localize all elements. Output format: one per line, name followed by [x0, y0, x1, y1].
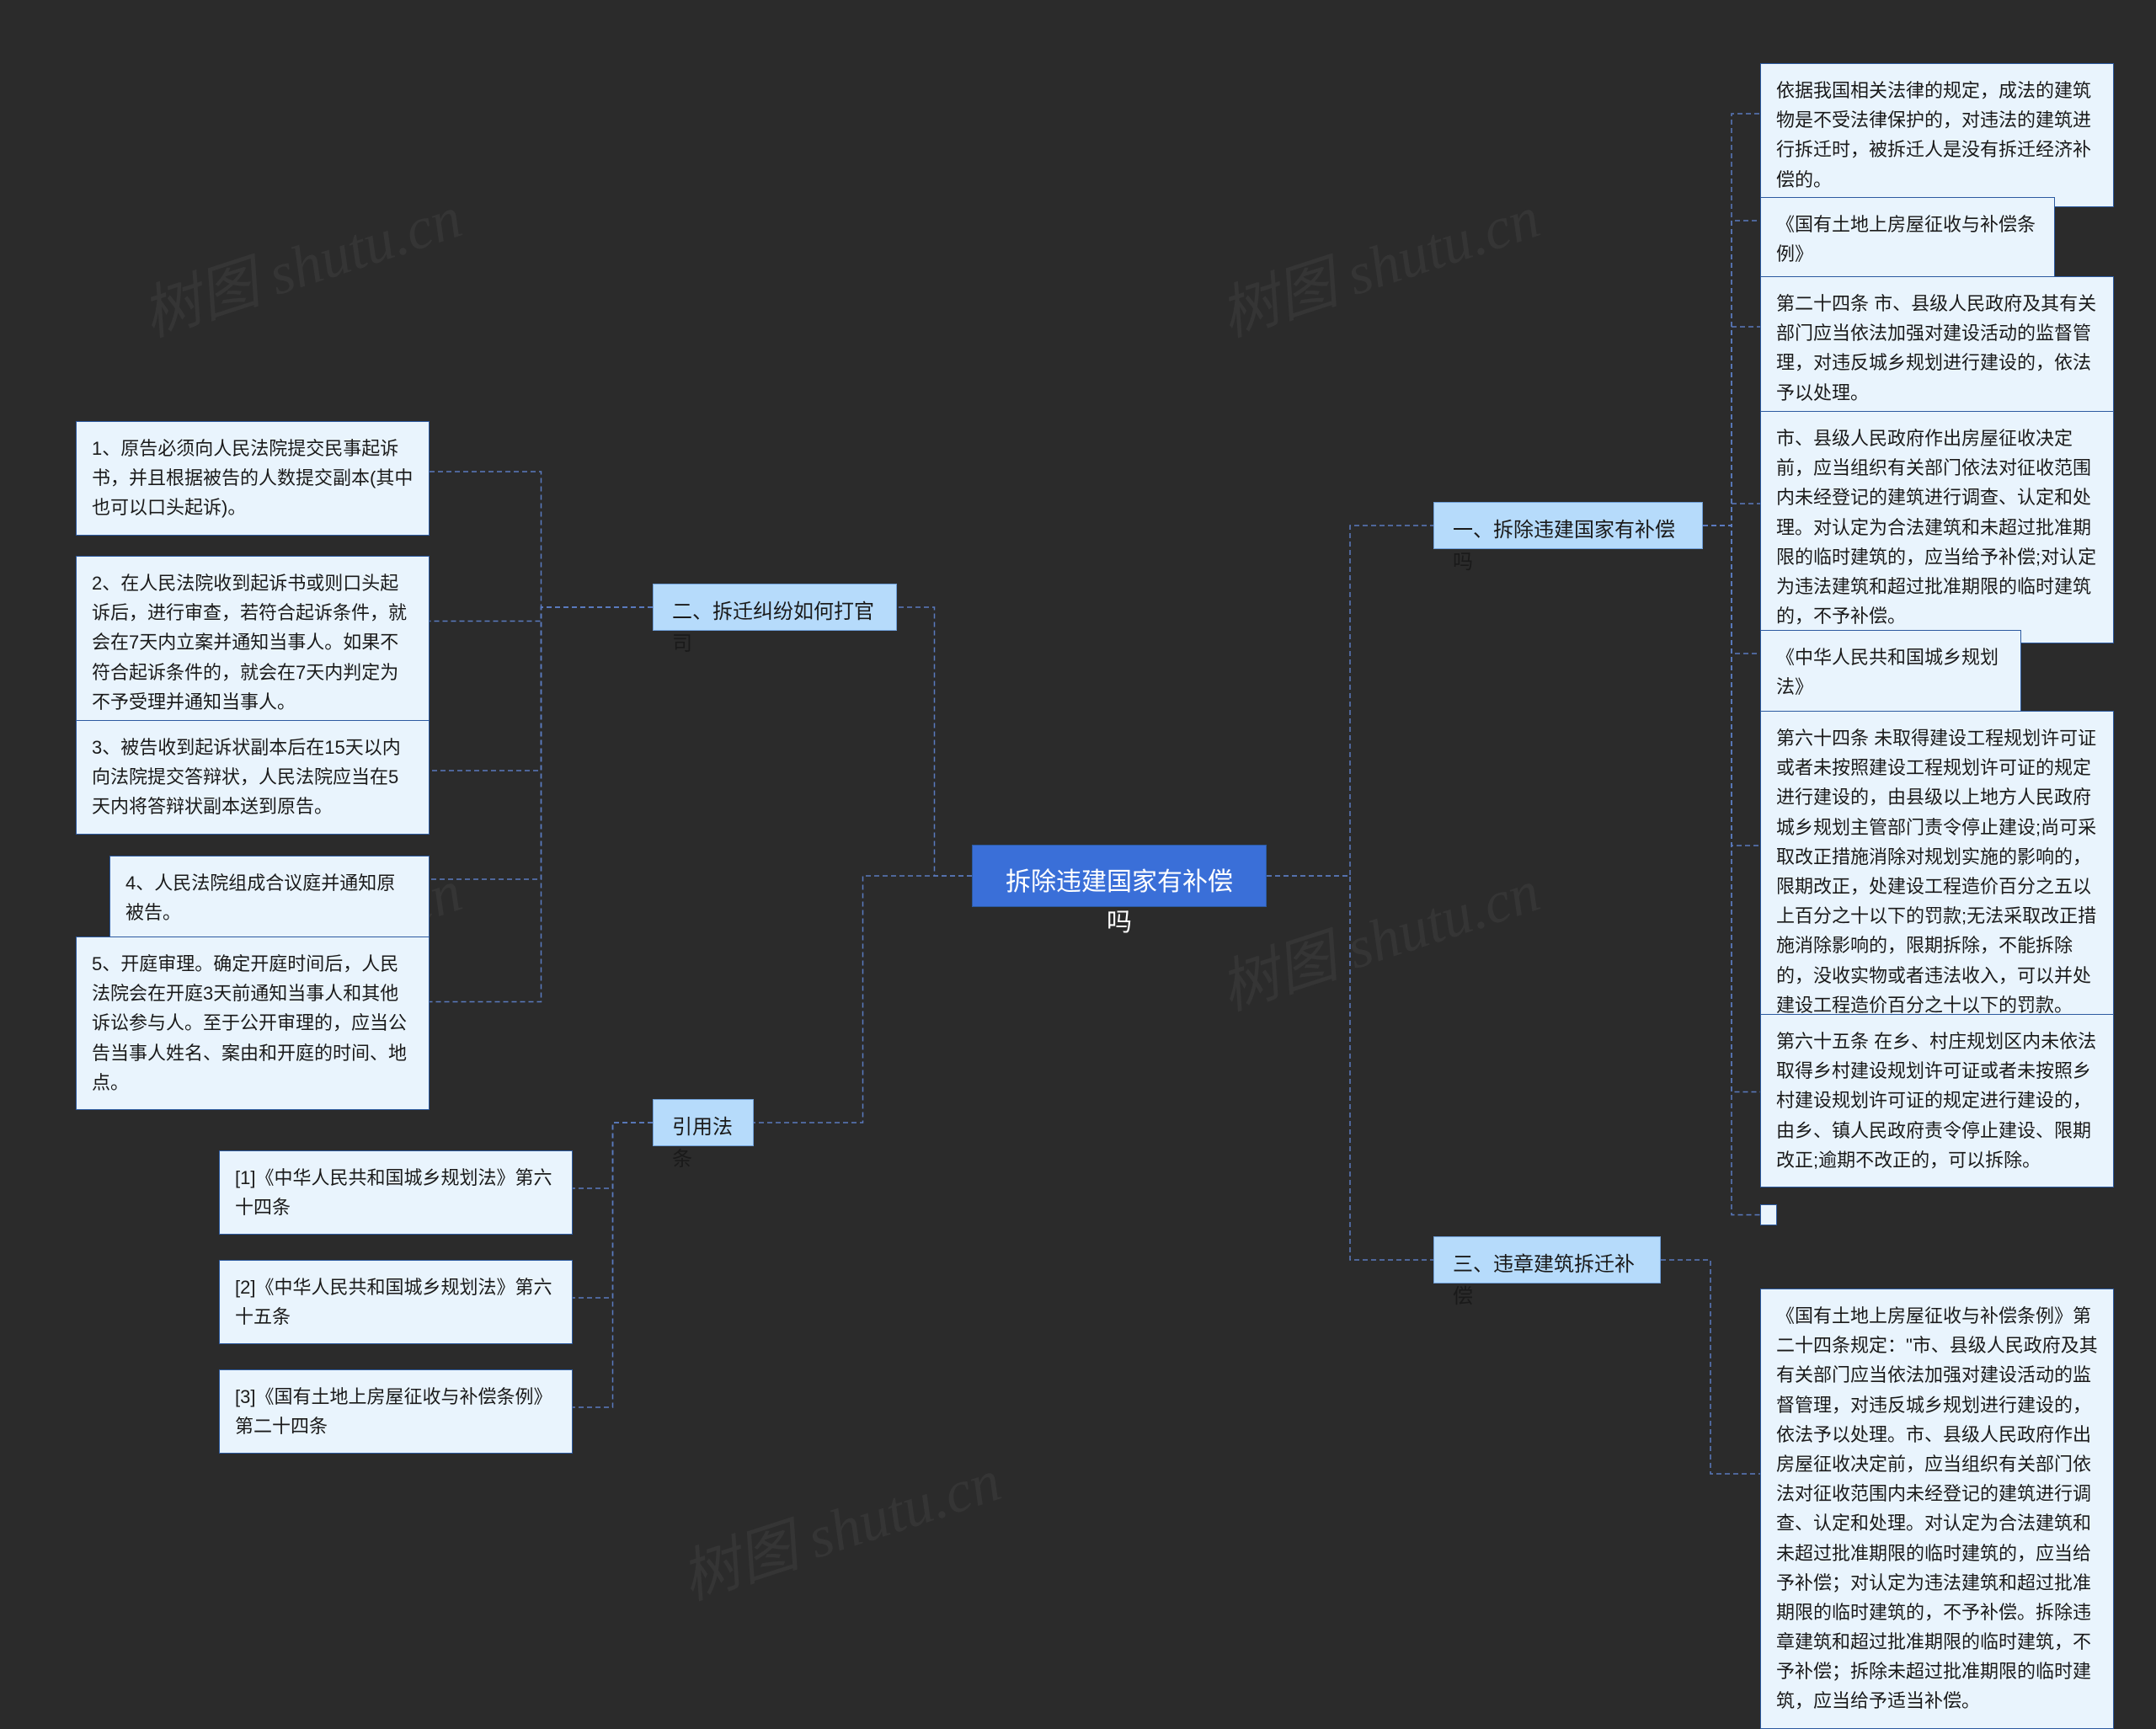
branch-1[interactable]: 一、拆除违建国家有补偿吗	[1433, 502, 1703, 549]
leaf-node[interactable]: 5、开庭审理。确定开庭时间后，人民法院会在开庭3天前通知当事人和其他诉讼参与人。…	[76, 937, 430, 1110]
leaf-node[interactable]: 《中华人民共和国城乡规划法》	[1760, 630, 2021, 714]
branch-2[interactable]: 二、拆迁纠纷如何打官司	[653, 584, 897, 631]
leaf-node[interactable]: 第二十四条 市、县级人民政府及其有关部门应当依法加强对建设活动的监督管理，对违反…	[1760, 276, 2114, 420]
leaf-node[interactable]: 第六十五条 在乡、村庄规划区内未依法取得乡村建设规划许可证或者未按照乡村建设规划…	[1760, 1014, 2114, 1187]
leaf-node[interactable]: 3、被告收到起诉状副本后在15天以内向法院提交答辩状，人民法院应当在5天内将答辩…	[76, 720, 430, 835]
branch-3[interactable]: 三、违章建筑拆迁补偿	[1433, 1236, 1661, 1283]
root-node[interactable]: 拆除违建国家有补偿吗	[972, 845, 1267, 907]
leaf-node[interactable]	[1760, 1204, 1777, 1225]
leaf-node[interactable]: 1、原告必须向人民法院提交民事起诉书，并且根据被告的人数提交副本(其中也可以口头…	[76, 421, 430, 536]
leaf-node[interactable]: 市、县级人民政府作出房屋征收决定前，应当组织有关部门依法对征收范围内未经登记的建…	[1760, 411, 2114, 643]
leaf-node[interactable]: 4、人民法院组成合议庭并通知原被告。	[109, 856, 430, 940]
leaf-node[interactable]: [3]《国有土地上房屋征收与补偿条例》第二十四条	[219, 1369, 573, 1454]
watermark: 树图 shutu.cn	[669, 1433, 1010, 1616]
branch-4[interactable]: 引用法条	[653, 1099, 754, 1146]
leaf-node[interactable]: 《国有土地上房屋征收与补偿条例》	[1760, 197, 2055, 281]
leaf-node[interactable]: [2]《中华人民共和国城乡规划法》第六十五条	[219, 1260, 573, 1344]
leaf-node[interactable]: [1]《中华人民共和国城乡规划法》第六十四条	[219, 1150, 573, 1235]
watermark: 树图 shutu.cn	[1208, 170, 1549, 353]
leaf-node[interactable]: 依据我国相关法律的规定，成法的建筑物是不受法律保护的，对违法的建筑进行拆迁时，被…	[1760, 63, 2114, 207]
leaf-node[interactable]: 2、在人民法院收到起诉书或则口头起诉后，进行审查，若符合起诉条件，就会在7天内立…	[76, 556, 430, 729]
watermark: 树图 shutu.cn	[130, 170, 471, 353]
leaf-node[interactable]: 《国有土地上房屋征收与补偿条例》第二十四条规定："市、县级人民政府及其有关部门应…	[1760, 1289, 2114, 1729]
leaf-node[interactable]: 第六十四条 未取得建设工程规划许可证或者未按照建设工程规划许可证的规定进行建设的…	[1760, 711, 2114, 1033]
